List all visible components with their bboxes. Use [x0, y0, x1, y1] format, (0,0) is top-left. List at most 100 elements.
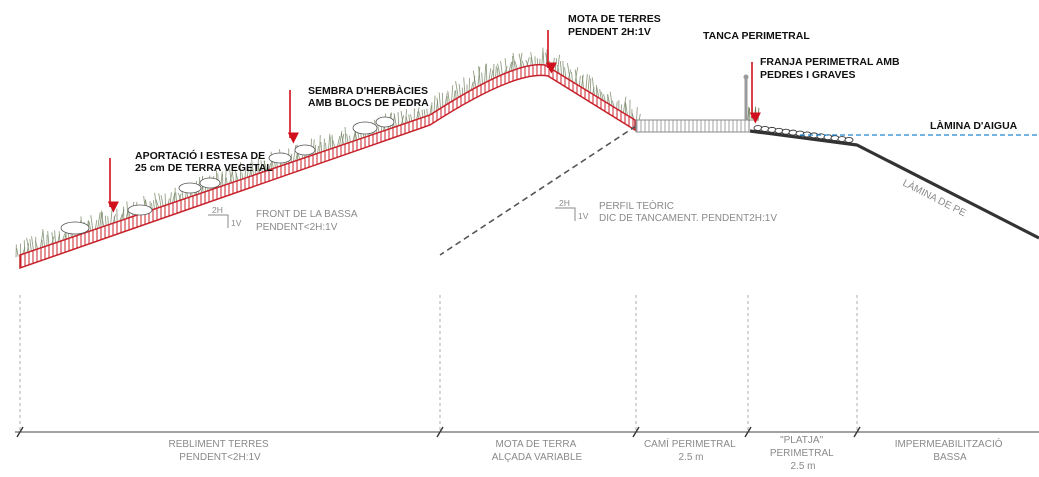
- svg-text:1V: 1V: [231, 218, 242, 228]
- grass-blade: [747, 106, 750, 122]
- stone-block: [199, 177, 221, 189]
- grass-blade: [90, 215, 94, 232]
- grass-blade: [100, 213, 105, 228]
- grass-blade: [231, 167, 235, 184]
- grass-blade: [580, 74, 584, 89]
- grass-blade: [510, 61, 513, 72]
- grass-blade: [488, 68, 492, 80]
- slope-symbol-center: 2H 1V: [555, 198, 589, 221]
- grass-blade: [542, 47, 545, 67]
- grass-blade: [16, 248, 19, 257]
- grass-blade: [497, 63, 501, 76]
- grass-blade: [574, 69, 578, 86]
- grass-blade: [514, 60, 519, 70]
- grass-blade: [622, 96, 627, 114]
- grass-blade: [472, 70, 477, 87]
- grass-blade: [458, 84, 461, 96]
- grass-blade: [229, 168, 233, 184]
- grass-blade: [438, 92, 442, 109]
- grass-blade: [451, 85, 454, 102]
- grass-blade: [453, 90, 456, 101]
- grass-blade: [518, 53, 523, 69]
- dimension-tick: [436, 426, 444, 438]
- pe-liner: [749, 129, 1039, 240]
- grass-blade: [319, 135, 321, 154]
- grass-blade: [42, 229, 46, 248]
- grass-blade: [96, 212, 101, 230]
- grass-blade: [748, 108, 751, 122]
- grass-blade: [589, 78, 592, 94]
- grass-blade: [104, 215, 107, 227]
- grass-blade: [609, 91, 613, 108]
- grass-blade: [160, 195, 164, 208]
- grass-blade: [477, 66, 481, 86]
- grass-blade: [320, 141, 323, 153]
- grass-blade: [260, 160, 263, 174]
- dimension-ticks: [16, 426, 861, 438]
- embankment-band: [19, 63, 636, 270]
- grass-blade: [625, 101, 629, 117]
- grass-blade: [26, 237, 30, 253]
- grass-blade: [444, 93, 448, 106]
- stone-block: [178, 182, 202, 194]
- zone-dividers: [19, 295, 858, 432]
- svg-text:2H: 2H: [559, 198, 570, 208]
- grass-blade: [164, 193, 167, 207]
- grass-blade: [552, 57, 555, 71]
- grass-blade: [500, 61, 503, 75]
- stone-block: [60, 221, 90, 235]
- label-mota-terres: MOTA DE TERRES PENDENT 2H:1V: [568, 13, 664, 38]
- zone-label-platja: "PLATJA" PERIMETRAL 2.5 m: [770, 435, 836, 472]
- grass-blade: [508, 61, 512, 73]
- grass-blade: [504, 58, 508, 73]
- dimension-tick: [853, 426, 861, 438]
- grass-blade: [54, 230, 57, 244]
- grass-blade: [470, 81, 474, 90]
- zone-label-mota: MOTA DE TERRA ALÇADA VARIABLE: [492, 439, 583, 463]
- grass-blade: [512, 52, 516, 71]
- grass-blade: [484, 64, 487, 83]
- grass-blade: [110, 209, 113, 226]
- grass-blade: [224, 168, 227, 187]
- zone-label-rebliment: REBLIMENT TERRES PENDENT<2H:1V: [169, 439, 272, 463]
- grass-blade: [393, 112, 398, 128]
- grass-blade: [220, 171, 223, 188]
- stone-block: [127, 204, 153, 216]
- grass-blade: [635, 107, 638, 122]
- grass-blade: [585, 74, 588, 91]
- grass-blade: [344, 126, 347, 145]
- grass-blade: [757, 107, 760, 122]
- grass-blade: [581, 75, 585, 90]
- grass-blade: [433, 95, 436, 114]
- gravel-pebble: [844, 137, 854, 143]
- grass-blade: [58, 231, 61, 243]
- grass-blade: [490, 69, 494, 79]
- grass-blade: [31, 236, 35, 252]
- slope-symbol-left: 2H 1V: [208, 205, 242, 228]
- grass-blade: [562, 60, 565, 78]
- perimeter-path: [635, 119, 750, 133]
- fence-post-icon: [743, 74, 749, 120]
- grass-blade: [23, 240, 26, 255]
- theoretical-profile-line: [439, 125, 637, 256]
- grass-blade: [447, 90, 450, 103]
- grass-blade: [463, 77, 466, 94]
- grass-blade: [578, 75, 581, 87]
- grass-blade: [455, 81, 459, 98]
- grass-blade: [340, 133, 345, 146]
- grass-blade: [250, 162, 252, 178]
- grass-blade: [591, 77, 596, 97]
- label-lamina-aigua: LÀMINA D'AIGUA: [930, 119, 1018, 132]
- label-perfil-teoric: PERFIL TEÒRIC DIC DE TANCAMENT. PENDENT2…: [599, 199, 777, 224]
- label-aportacio-terra: APORTACIÓ I ESTESA DE 25 cm DE TERRA VEG…: [135, 149, 273, 174]
- grass-blade: [400, 110, 404, 126]
- grass-blade: [126, 201, 129, 220]
- grass-blade: [481, 72, 483, 84]
- label-sembra-herbacies: SEMBRA D'HERBÀCIES AMB BLOCS DE PEDRA: [308, 84, 431, 109]
- grass-blade: [29, 239, 32, 253]
- grass-blade: [587, 75, 590, 93]
- dimension-tick: [632, 426, 640, 438]
- grass-blade: [234, 170, 239, 182]
- dimension-tick: [744, 426, 752, 438]
- stone-block: [294, 144, 316, 156]
